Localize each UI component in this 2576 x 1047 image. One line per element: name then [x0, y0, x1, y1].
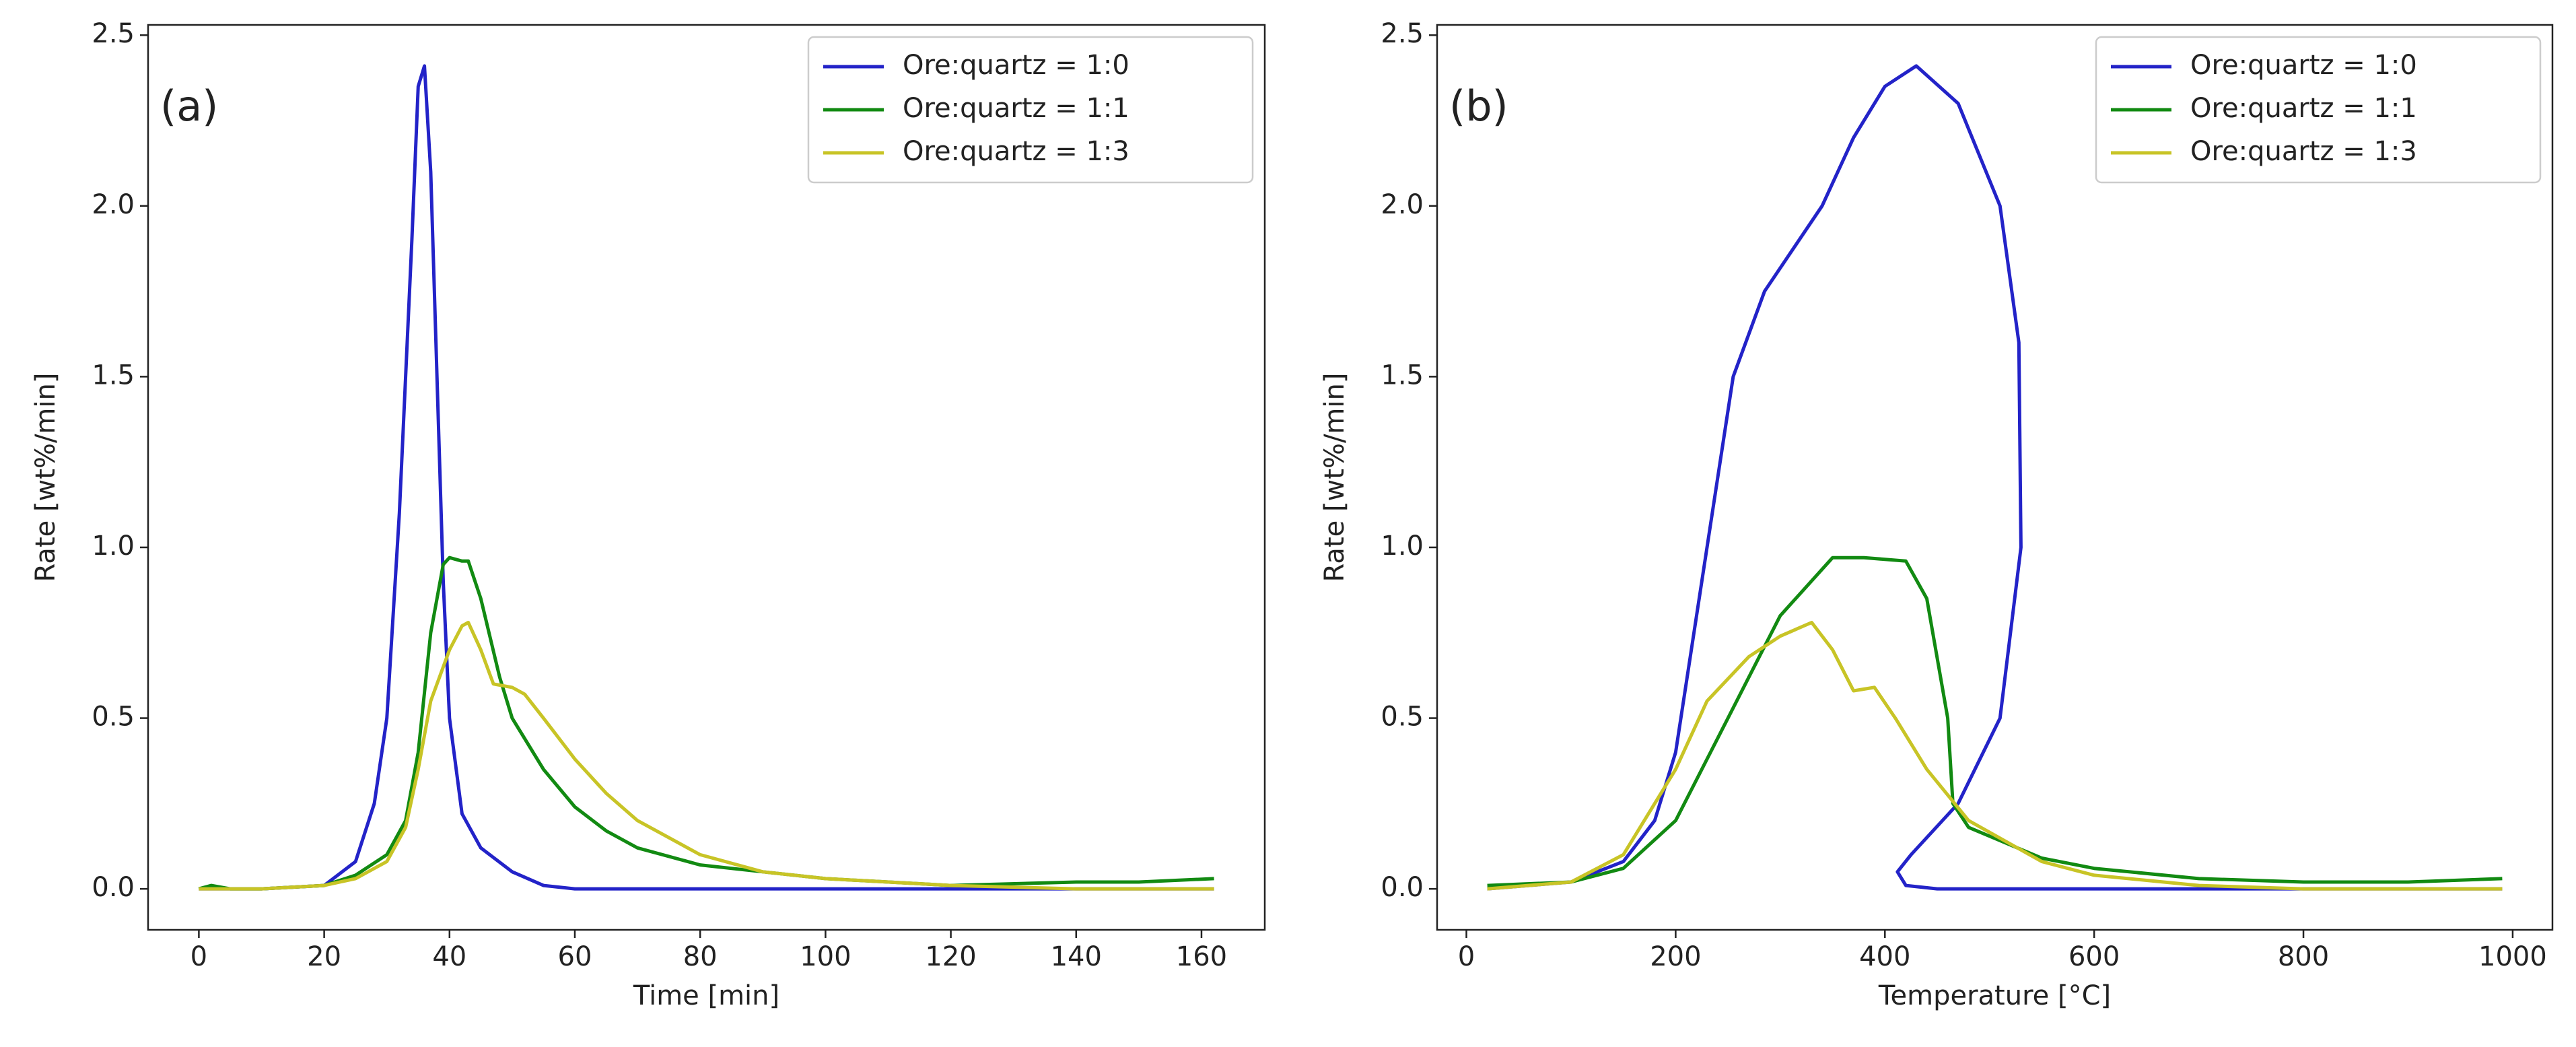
legend-label: Ore:quartz = 1:0 — [903, 50, 1129, 81]
panel-annotation: (a) — [160, 81, 218, 131]
x-tick-label: 0 — [190, 941, 207, 972]
series-line — [199, 64, 1214, 891]
y-tick-label: 0.0 — [92, 872, 135, 903]
subplot: 0 20 40 60 80 100 120 140 160 0.0 0.5 1.0 1.5 2.0 2.5 T… — [30, 18, 1266, 1011]
series-line — [199, 621, 1214, 891]
x-tick-label: 20 — [307, 941, 341, 972]
x-tick-label: 1000 — [2478, 941, 2547, 972]
y-tick-label: 2.0 — [92, 189, 135, 220]
panel-annotation: (b) — [1449, 81, 1508, 131]
series-line — [1487, 555, 2503, 887]
x-tick-label: 600 — [2068, 941, 2120, 972]
x-tick-label: 120 — [925, 941, 976, 972]
y-tick-label: 0.5 — [1381, 702, 1424, 733]
legend-box — [2095, 36, 2542, 184]
y-axis-label: Rate [wt%/min] — [1319, 373, 1350, 582]
y-tick-label: 1.0 — [1381, 531, 1424, 562]
legend-box — [807, 36, 1254, 184]
series-line — [1487, 64, 2503, 891]
y-tick-label: 0.0 — [1381, 872, 1424, 903]
axes-frame — [147, 24, 1266, 931]
x-tick-label: 80 — [683, 941, 718, 972]
x-axis-label: Time [min] — [633, 980, 779, 1011]
legend-label: Ore:quartz = 1:3 — [2190, 136, 2417, 167]
y-tick-label: 2.5 — [92, 18, 135, 49]
x-tick-label: 40 — [432, 941, 466, 972]
y-tick-label: 0.5 — [92, 702, 135, 733]
y-tick-label: 1.5 — [1381, 360, 1424, 391]
y-tick-label: 1.5 — [92, 360, 135, 391]
x-tick-label: 800 — [2278, 941, 2329, 972]
x-axis-label: Temperature [°C] — [1878, 980, 2111, 1011]
x-tick-label: 200 — [1650, 941, 1701, 972]
legend-label: Ore:quartz = 1:0 — [2190, 50, 2417, 81]
axes-frame — [1436, 24, 2554, 931]
y-tick-label: 2.5 — [1381, 18, 1424, 49]
series-line — [1487, 621, 2503, 891]
y-tick-label: 1.0 — [92, 531, 135, 562]
x-tick-label: 160 — [1176, 941, 1227, 972]
x-tick-label: 140 — [1051, 941, 1102, 972]
y-axis-label: Rate [wt%/min] — [30, 373, 61, 582]
series-line — [198, 555, 1214, 891]
legend-label: Ore:quartz = 1:1 — [903, 93, 1129, 124]
x-tick-label: 100 — [800, 941, 851, 972]
x-tick-label: 0 — [1458, 941, 1475, 972]
legend-label: Ore:quartz = 1:1 — [2190, 93, 2417, 124]
x-tick-label: 400 — [1859, 941, 1910, 972]
legend-label: Ore:quartz = 1:3 — [903, 136, 1129, 167]
subplot: 0 200 400 600 800 1000 0.0 0.5 1.0 1.5 2.0 2.5 Tempe… — [1319, 18, 2554, 1011]
y-tick-label: 2.0 — [1381, 189, 1424, 220]
x-tick-label: 60 — [558, 941, 592, 972]
